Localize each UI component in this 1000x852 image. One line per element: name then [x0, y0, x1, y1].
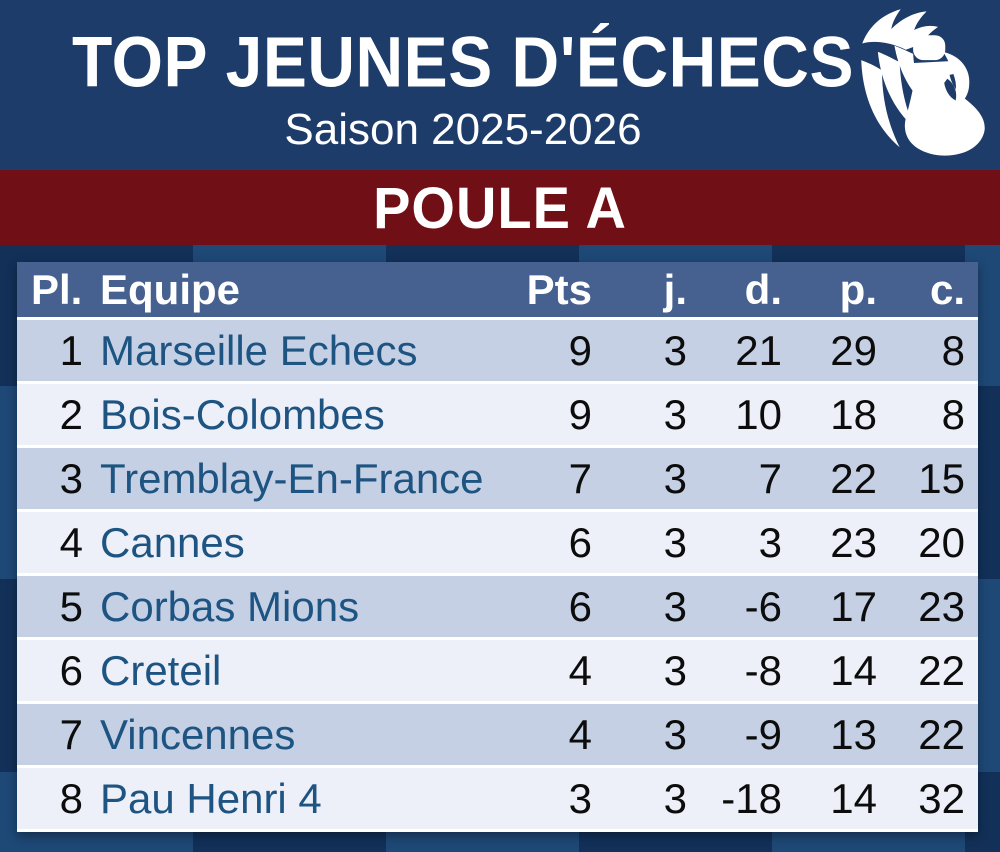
team-cell: Cannes: [85, 510, 503, 576]
rank-cell: 3: [17, 446, 85, 512]
pts-cell: 4: [503, 638, 598, 704]
rank-cell: 4: [17, 510, 85, 576]
against-cell: 15: [883, 446, 978, 512]
col-header-diff: d.: [693, 262, 788, 320]
pts-cell: 6: [503, 574, 598, 640]
diff-cell: -6: [693, 574, 788, 640]
played-cell: 3: [598, 382, 693, 448]
team-cell: Bois-Colombes: [85, 382, 503, 448]
pts-cell: 7: [503, 446, 598, 512]
against-cell: 23: [883, 574, 978, 640]
for-cell: 17: [788, 574, 883, 640]
table-row: 7 Vincennes 4 3 -9 13 22: [17, 702, 978, 768]
header-text-block: TOP JEUNES D'ÉCHECS Saison 2025-2026: [0, 0, 926, 155]
against-cell: 32: [883, 766, 978, 832]
page-subtitle: Saison 2025-2026: [284, 105, 642, 154]
diff-cell: -9: [693, 702, 788, 768]
col-header-team: Equipe: [85, 262, 503, 320]
table-row: 4 Cannes 6 3 3 23 20: [17, 510, 978, 576]
table-row: 6 Creteil 4 3 -8 14 22: [17, 638, 978, 704]
against-cell: 22: [883, 702, 978, 768]
for-cell: 18: [788, 382, 883, 448]
team-cell: Corbas Mions: [85, 574, 503, 640]
played-cell: 3: [598, 446, 693, 512]
rank-cell: 6: [17, 638, 85, 704]
poule-banner: POULE A: [0, 170, 1000, 245]
team-cell: Creteil: [85, 638, 503, 704]
diff-cell: -8: [693, 638, 788, 704]
for-cell: 22: [788, 446, 883, 512]
played-cell: 3: [598, 766, 693, 832]
rank-cell: 7: [17, 702, 85, 768]
rank-cell: 2: [17, 382, 85, 448]
rank-cell: 5: [17, 574, 85, 640]
header-banner: TOP JEUNES D'ÉCHECS Saison 2025-2026: [0, 0, 1000, 170]
table-row: 8 Pau Henri 4 3 3 -18 14 32: [17, 766, 978, 832]
pts-cell: 9: [503, 318, 598, 384]
standings-header-row: Pl. Equipe Pts j. d. p. c.: [17, 262, 978, 320]
rooster-knight-icon: [861, 9, 985, 156]
for-cell: 29: [788, 318, 883, 384]
table-row: 5 Corbas Mions 6 3 -6 17 23: [17, 574, 978, 640]
against-cell: 8: [883, 382, 978, 448]
played-cell: 3: [598, 702, 693, 768]
played-cell: 3: [598, 638, 693, 704]
against-cell: 20: [883, 510, 978, 576]
pts-cell: 6: [503, 510, 598, 576]
standings-table-container: Pl. Equipe Pts j. d. p. c. 1 Marseille E…: [17, 262, 978, 832]
for-cell: 14: [788, 766, 883, 832]
col-header-against: c.: [883, 262, 978, 320]
table-row: 3 Tremblay-En-France 7 3 7 22 15: [17, 446, 978, 512]
against-cell: 8: [883, 318, 978, 384]
poule-label: POULE A: [373, 174, 627, 241]
for-cell: 13: [788, 702, 883, 768]
diff-cell: -18: [693, 766, 788, 832]
team-cell: Pau Henri 4: [85, 766, 503, 832]
pts-cell: 4: [503, 702, 598, 768]
diff-cell: 10: [693, 382, 788, 448]
team-cell: Vincennes: [85, 702, 503, 768]
against-cell: 22: [883, 638, 978, 704]
played-cell: 3: [598, 574, 693, 640]
played-cell: 3: [598, 318, 693, 384]
rank-cell: 1: [17, 318, 85, 384]
diff-cell: 7: [693, 446, 788, 512]
col-header-played: j.: [598, 262, 693, 320]
pts-cell: 3: [503, 766, 598, 832]
col-header-rank: Pl.: [17, 262, 85, 320]
for-cell: 23: [788, 510, 883, 576]
diff-cell: 21: [693, 318, 788, 384]
table-row: 2 Bois-Colombes 9 3 10 18 8: [17, 382, 978, 448]
table-row: 1 Marseille Echecs 9 3 21 29 8: [17, 318, 978, 384]
page-title: TOP JEUNES D'ÉCHECS: [72, 21, 854, 102]
diff-cell: 3: [693, 510, 788, 576]
col-header-pts: Pts: [503, 262, 598, 320]
pts-cell: 9: [503, 382, 598, 448]
team-cell: Marseille Echecs: [85, 318, 503, 384]
col-header-for: p.: [788, 262, 883, 320]
standings-table: Pl. Equipe Pts j. d. p. c. 1 Marseille E…: [17, 262, 978, 832]
for-cell: 14: [788, 638, 883, 704]
rank-cell: 8: [17, 766, 85, 832]
played-cell: 3: [598, 510, 693, 576]
team-cell: Tremblay-En-France: [85, 446, 503, 512]
